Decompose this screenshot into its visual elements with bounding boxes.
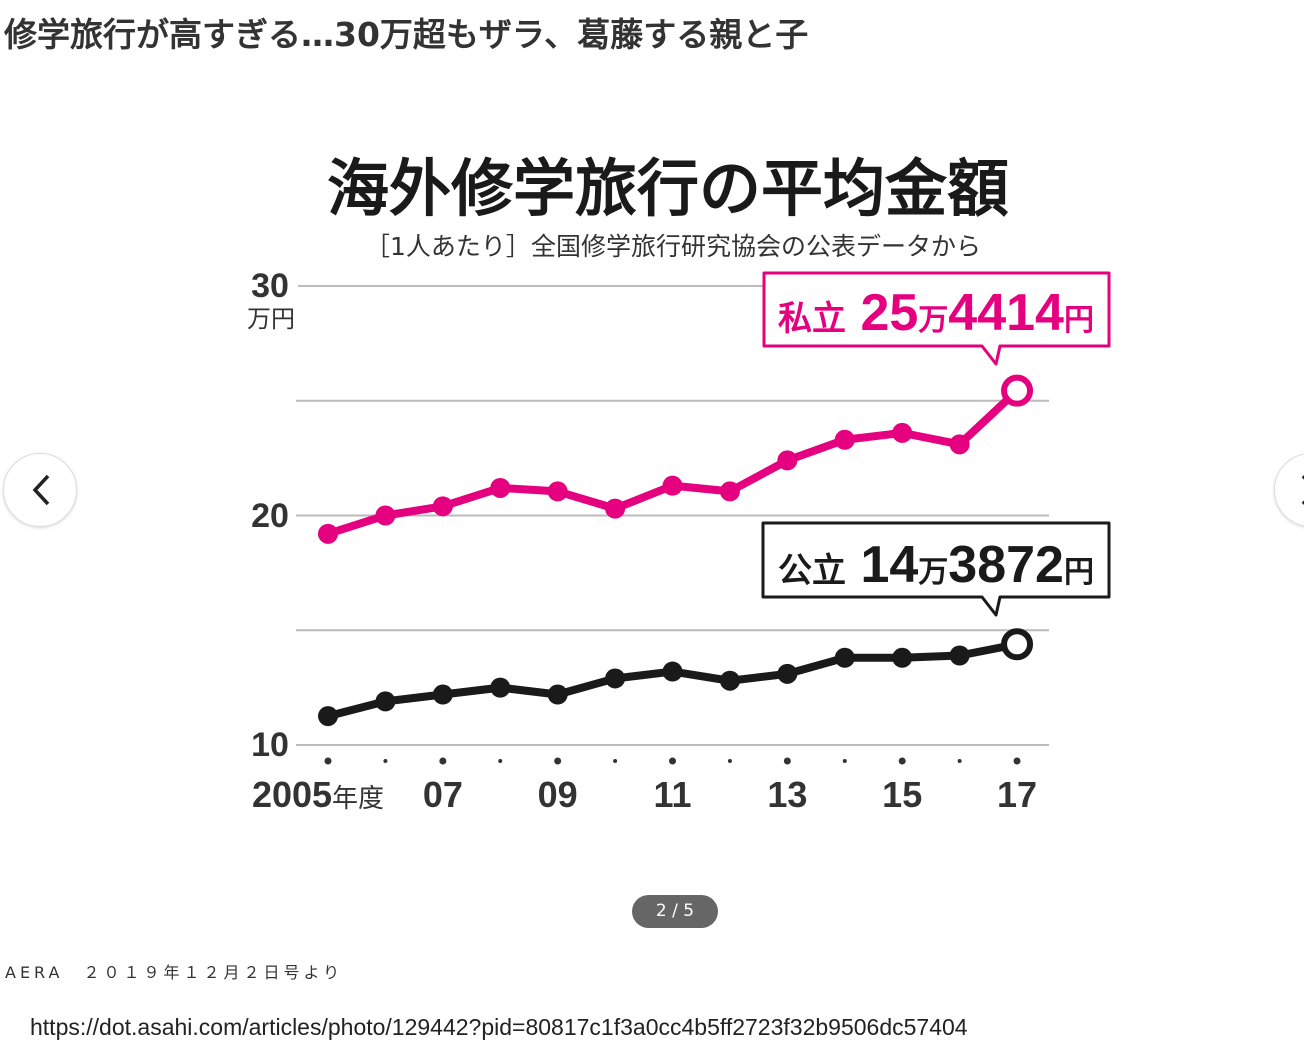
x-tick-label: 17 <box>997 774 1037 815</box>
x-tick-label: 13 <box>767 774 807 815</box>
callout-unit: 円 <box>1064 304 1094 337</box>
x-tick-mark <box>898 757 906 765</box>
data-point <box>1001 374 1034 407</box>
data-point <box>892 422 913 443</box>
x-tick-mark <box>498 759 503 763</box>
x-tick-mark <box>613 759 618 763</box>
svg-text:公立 14万3872円: 公立 14万3872円 <box>778 536 1094 594</box>
data-point <box>892 647 913 668</box>
svg-text:私立 25万4414円: 私立 25万4414円 <box>778 284 1094 342</box>
chart-subtitle: ［1人あたり］全国修学旅行研究協会の公表データから <box>365 232 981 261</box>
x-tick-label: 07 <box>423 774 463 815</box>
x-tick-mark <box>957 759 962 763</box>
y-tick-label: 20 <box>251 497 289 535</box>
data-point <box>547 481 568 502</box>
data-point <box>490 477 511 498</box>
data-point <box>318 706 338 727</box>
x-tick-label: 15 <box>882 774 922 815</box>
chart-title: 海外修学旅行の平均金額 <box>327 152 1009 225</box>
x-tick-label-text: 2005 <box>252 774 332 815</box>
data-point <box>605 498 626 519</box>
chevron-left-icon <box>32 474 50 506</box>
x-tick-label: 09 <box>538 774 578 815</box>
data-point <box>719 670 740 691</box>
x-tick-mark <box>727 759 732 763</box>
x-tick-mark <box>1013 757 1021 765</box>
data-point <box>605 668 626 689</box>
data-point <box>719 481 740 502</box>
y-axis-unit: 万円 <box>247 305 295 333</box>
chart: 海外修学旅行の平均金額 ［1人あたり］全国修学旅行研究協会の公表データから 30… <box>247 152 1111 815</box>
callout-unit: 万 <box>918 304 948 337</box>
series-line-private <box>326 387 1020 538</box>
source-url[interactable]: https://dot.asahi.com/articles/photo/129… <box>30 1014 968 1040</box>
callout-label: 私立 <box>778 300 846 338</box>
data-point <box>375 691 396 712</box>
data-point <box>834 647 855 668</box>
previous-image-button[interactable] <box>3 453 77 527</box>
callout-unit: 万 <box>918 556 948 589</box>
callout-amount: 3872 <box>948 536 1064 594</box>
data-point <box>949 434 970 455</box>
article-headline: 修学旅行が高すぎる…30万超もザラ、葛藤する親と子 <box>4 15 809 54</box>
x-tick-label-text: 13 <box>767 774 807 815</box>
x-tick-label-text: 11 <box>653 774 691 815</box>
x-tick-mark <box>669 757 677 765</box>
x-tick-mark <box>383 759 388 763</box>
x-tick-label-text: 17 <box>997 774 1037 815</box>
x-tick-mark <box>554 757 562 765</box>
data-point <box>949 645 970 666</box>
chevron-right-icon <box>1301 475 1304 505</box>
x-tick-label-text: 15 <box>882 774 922 815</box>
x-tick-mark <box>439 757 447 765</box>
data-point <box>662 661 683 682</box>
data-point <box>375 505 396 526</box>
data-point <box>490 677 511 698</box>
data-point <box>318 523 338 544</box>
data-point <box>432 496 453 517</box>
data-point <box>777 450 798 471</box>
x-tick-label-text: 07 <box>423 774 463 815</box>
image-caption: AERA ２０１９年１２月２日号より <box>5 963 344 982</box>
x-tick-mark <box>842 759 847 763</box>
x-tick-mark <box>324 757 332 765</box>
callout-amount: 4414 <box>948 284 1064 342</box>
data-point <box>662 475 683 496</box>
callout-unit: 円 <box>1064 556 1094 589</box>
x-tick-label: 2005年度 <box>252 774 384 815</box>
callout-amount: 14 <box>860 536 918 594</box>
y-tick-label: 30 <box>251 267 289 305</box>
data-point <box>547 684 568 705</box>
callout-public: 公立 14万3872円 <box>761 521 1111 617</box>
data-point <box>777 663 798 684</box>
x-tick-label: 11 <box>653 774 691 815</box>
data-point <box>834 429 855 450</box>
y-tick-label: 10 <box>251 726 289 764</box>
x-tick-suffix: 年度 <box>332 783 384 813</box>
data-point <box>432 684 453 705</box>
callout-private: 私立 25万4414円 <box>762 271 1111 366</box>
callout-label: 公立 <box>778 552 846 590</box>
data-point <box>1001 628 1034 661</box>
callout-amount: 25 <box>860 284 918 342</box>
next-image-button[interactable] <box>1274 453 1304 527</box>
x-tick-label-text: 09 <box>538 774 578 815</box>
x-tick-mark <box>783 757 791 765</box>
image-pager: 2 / 5 <box>632 895 718 928</box>
